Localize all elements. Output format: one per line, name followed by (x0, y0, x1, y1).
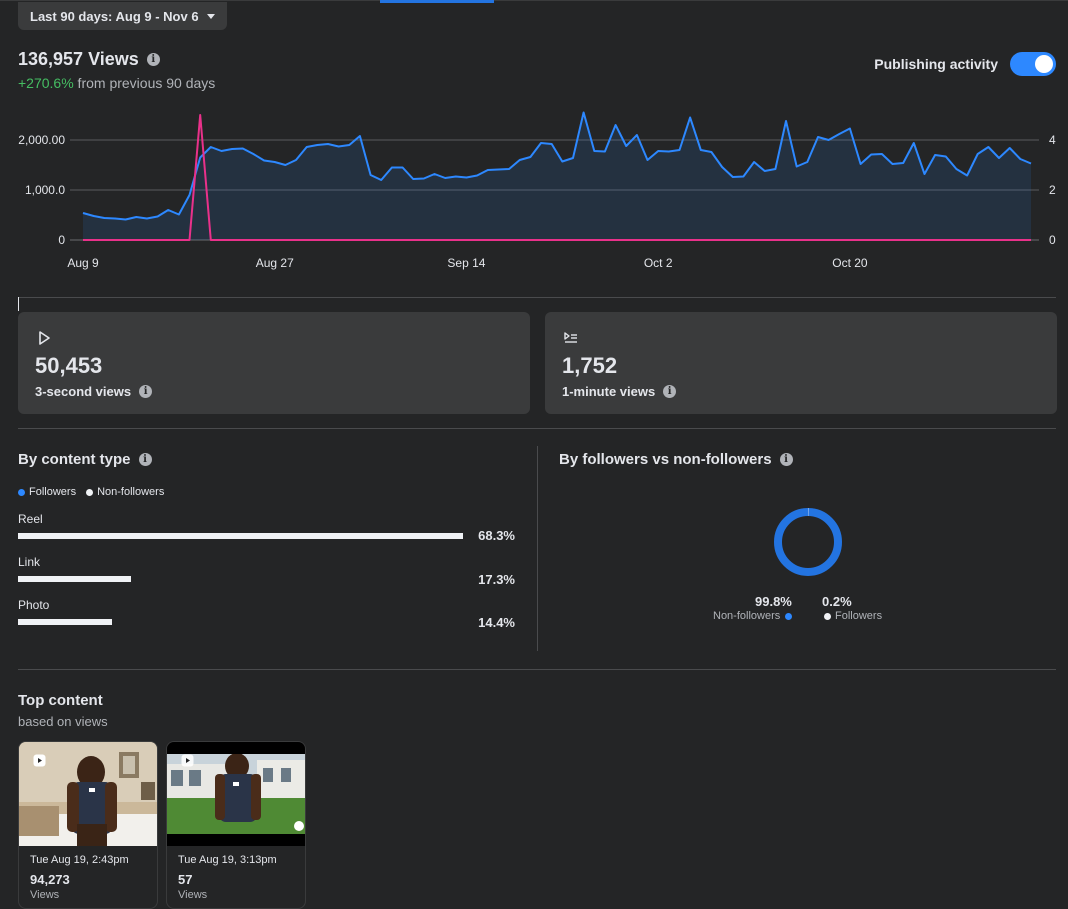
views-area (83, 112, 1031, 240)
y-right-tick-label: 2 (1049, 183, 1056, 197)
three-second-views-card: 50,453 3-second views i (18, 312, 530, 414)
reel-icon (33, 754, 46, 767)
three-second-views-value: 50,453 (35, 353, 103, 378)
followers-split-title: By followers vs non-followers (559, 451, 772, 468)
content-type-label-reel: Reel (18, 512, 43, 526)
x-tick-label: Oct 2 (644, 256, 673, 270)
views-change-percent: +270.6% (18, 75, 74, 91)
content-type-bar-photo (18, 619, 112, 625)
views-change: +270.6% from previous 90 days (18, 75, 215, 91)
date-range-dropdown[interactable]: Last 90 days: Aug 9 - Nov 6 (18, 2, 227, 30)
post-views-count: 57 (178, 872, 193, 887)
text-cursor (18, 297, 19, 311)
post-views-count: 94,273 (30, 872, 70, 887)
section-divider (537, 446, 538, 651)
one-minute-views-card: 1,752 1-minute views i (545, 312, 1057, 414)
publishing-activity-toggle[interactable] (1010, 52, 1056, 76)
top-content-card[interactable]: Tue Aug 19, 3:13pm 57 Views (166, 741, 306, 909)
x-tick-label: Oct 20 (832, 256, 868, 270)
one-minute-views-value: 1,752 (562, 353, 618, 378)
legend-non-followers: Non-followers (86, 486, 164, 498)
active-tab-indicator (380, 0, 494, 3)
views-line (82, 111, 1032, 221)
minute-views-icon (564, 332, 577, 343)
donut-followers-arc (774, 508, 842, 576)
content-type-title: By content type (18, 451, 131, 468)
followers-donut-chart (774, 508, 842, 576)
post-views-label: Views (178, 889, 208, 901)
publishing-activity: Publishing activity (874, 52, 1056, 76)
followers-pct: 0.2% (822, 594, 852, 609)
content-type-bar-link (18, 576, 131, 582)
top-content-subtitle: based on views (18, 714, 108, 729)
date-range-label: Last 90 days: Aug 9 - Nov 6 (30, 8, 199, 24)
content-type-label-link: Link (18, 555, 41, 569)
publishing-activity-label: Publishing activity (874, 56, 998, 72)
y-left-tick-label: 0 (58, 233, 65, 247)
views-total: 136,957 Views (18, 49, 139, 69)
divider (18, 297, 1056, 298)
three-second-views-label: 3-second views (35, 384, 132, 399)
y-left-tick-label: 2,000.00 (18, 133, 65, 147)
donut-non-followers-arc (774, 508, 842, 576)
info-icon[interactable]: i (146, 53, 160, 66)
y-right-tick-label: 4 (1049, 133, 1056, 147)
chevron-down-icon (206, 13, 215, 19)
post-date: Tue Aug 19, 3:13pm (178, 854, 277, 866)
divider (18, 428, 1056, 429)
content-type-pct-photo: 14.4% (478, 615, 515, 630)
post-thumbnail (19, 742, 157, 846)
x-tick-label: Aug 27 (256, 256, 294, 270)
one-minute-views-label: 1-minute views (562, 384, 656, 399)
y-left-tick-label: 1,000.0 (25, 183, 65, 197)
info-icon[interactable]: i (663, 385, 677, 398)
views-change-suffix: from previous 90 days (73, 75, 216, 91)
post-date: Tue Aug 19, 2:43pm (30, 854, 129, 866)
y-right-tick-label: 0 (1049, 233, 1056, 247)
top-content-card[interactable]: Tue Aug 19, 2:43pm 94,273 Views (18, 741, 158, 909)
followers-split-heading: By followers vs non-followers i (559, 451, 793, 468)
play-icon (39, 331, 50, 345)
content-type-label-photo: Photo (18, 598, 50, 612)
post-views-label: Views (30, 889, 60, 901)
post-thumbnail-image (167, 754, 305, 834)
content-type-legend: Followers Non-followers (18, 486, 164, 498)
non-followers-pct: 99.8% (755, 594, 792, 609)
content-type-heading: By content type i (18, 451, 152, 468)
x-tick-label: Sep 14 (447, 256, 485, 270)
non-followers-legend: Non-followers (713, 610, 796, 622)
publishing-activity-line (83, 114, 1031, 241)
top-divider (0, 0, 1068, 1)
views-heading: 136,957 Views i (18, 49, 160, 70)
content-type-pct-link: 17.3% (478, 572, 515, 587)
x-tick-label: Aug 9 (67, 256, 99, 270)
post-thumbnail (167, 742, 305, 846)
info-icon[interactable]: i (779, 453, 793, 466)
divider (18, 669, 1056, 670)
reel-icon (181, 754, 194, 767)
top-content-title: Top content (18, 692, 103, 709)
content-type-pct-reel: 68.3% (478, 528, 515, 543)
info-icon[interactable]: i (139, 385, 153, 398)
followers-legend: Followers (824, 610, 882, 622)
content-type-bar-reel (18, 533, 463, 539)
legend-followers: Followers (18, 486, 76, 498)
one-minute-views-label-row: 1-minute views i (562, 384, 677, 399)
three-second-views-label-row: 3-second views i (35, 384, 153, 399)
info-icon[interactable]: i (138, 453, 152, 466)
